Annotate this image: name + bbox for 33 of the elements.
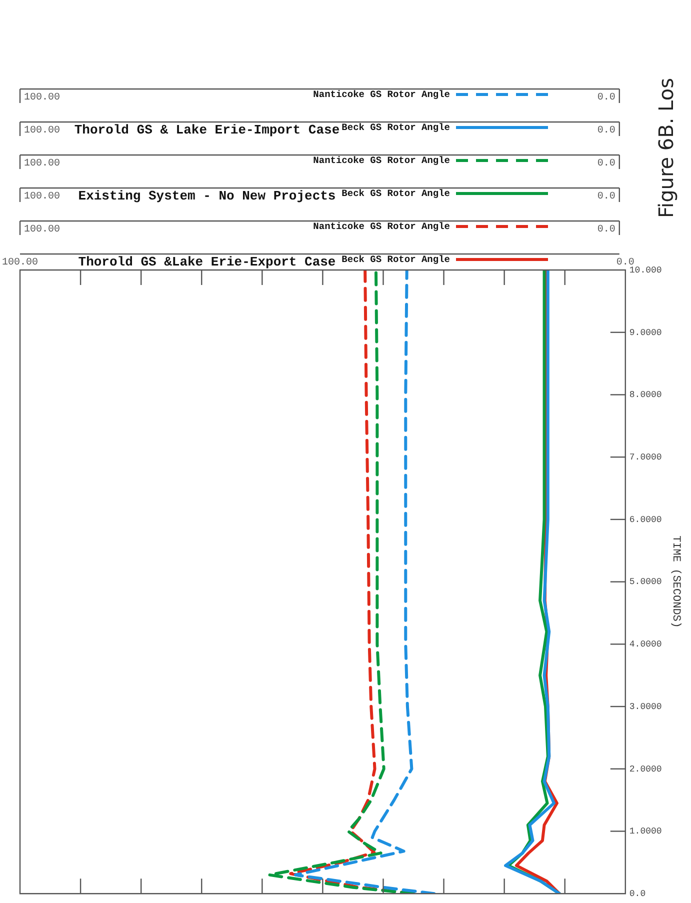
- legend-label: Beck GS Rotor Angle: [342, 122, 450, 133]
- text: 100.00: [24, 224, 60, 236]
- legend-label: Nanticoke GS Rotor Angle: [313, 221, 450, 232]
- line-series: [294, 270, 436, 894]
- text: 0.0: [597, 158, 616, 170]
- y-tick-label: 8.0000: [629, 390, 662, 400]
- text: Thorold GS &Lake Erie-Export Case: [78, 254, 336, 270]
- y-axis-title: TIME (SECONDS): [669, 536, 682, 628]
- text: 100.00: [24, 92, 60, 104]
- text: Existing System - No New Projects: [78, 188, 336, 204]
- y-tick-label: 2.0000: [629, 764, 662, 774]
- text: Thorold GS & Lake Erie-Import Case: [74, 122, 340, 138]
- text: 0.0: [597, 92, 616, 104]
- text: 0.0: [597, 126, 616, 137]
- text: Figure 6B. Los: [654, 78, 678, 218]
- legend-label: Beck GS Rotor Angle: [342, 188, 450, 199]
- text: 100.00: [24, 192, 60, 203]
- y-tick-label: 3.0000: [629, 702, 662, 712]
- text: 0.0: [597, 224, 616, 236]
- y-tick-label: 4.0000: [629, 640, 662, 650]
- y-tick-label: 1.0000: [629, 826, 662, 837]
- text: 100.00: [24, 158, 60, 170]
- text: 0.0: [597, 192, 616, 203]
- y-tick-label: 0.0: [629, 888, 646, 899]
- legend-label: Nanticoke GS Rotor Angle: [313, 155, 450, 166]
- y-tick-label: 10.000: [629, 265, 662, 276]
- y-tick-label: 7.0000: [629, 452, 662, 462]
- y-tick-label: 5.0000: [629, 577, 662, 588]
- y-tick-label: 6.0000: [629, 514, 662, 525]
- legend-label: Beck GS Rotor Angle: [342, 254, 450, 265]
- text: 100.00: [24, 126, 60, 137]
- y-tick-label: 9.0000: [629, 328, 662, 338]
- legend-label: Nanticoke GS Rotor Angle: [313, 89, 450, 100]
